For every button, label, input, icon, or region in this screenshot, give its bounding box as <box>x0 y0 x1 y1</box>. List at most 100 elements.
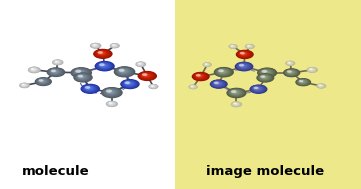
Circle shape <box>122 80 138 88</box>
Circle shape <box>238 64 248 68</box>
Circle shape <box>107 90 114 94</box>
Circle shape <box>221 71 223 72</box>
Circle shape <box>85 86 93 90</box>
Circle shape <box>37 78 48 84</box>
Circle shape <box>236 63 251 70</box>
Circle shape <box>52 59 64 65</box>
Circle shape <box>239 51 249 57</box>
Circle shape <box>136 62 145 66</box>
Circle shape <box>230 90 240 95</box>
Circle shape <box>319 85 323 87</box>
Circle shape <box>110 103 112 104</box>
Circle shape <box>110 43 120 48</box>
Circle shape <box>287 70 295 75</box>
Circle shape <box>149 84 157 88</box>
Circle shape <box>307 67 317 73</box>
Circle shape <box>70 67 92 78</box>
Circle shape <box>308 68 315 71</box>
Circle shape <box>75 70 84 74</box>
Circle shape <box>75 73 90 81</box>
Circle shape <box>94 45 96 46</box>
Circle shape <box>142 73 151 78</box>
Circle shape <box>79 75 84 78</box>
Circle shape <box>235 62 252 71</box>
Circle shape <box>116 67 132 76</box>
Circle shape <box>317 84 325 88</box>
Circle shape <box>210 80 227 88</box>
Circle shape <box>196 74 204 78</box>
Circle shape <box>50 69 60 74</box>
Circle shape <box>206 64 207 65</box>
Circle shape <box>192 72 209 81</box>
Circle shape <box>245 44 255 49</box>
Circle shape <box>205 63 209 65</box>
Circle shape <box>97 62 112 70</box>
Circle shape <box>151 85 153 87</box>
Circle shape <box>74 73 92 82</box>
Circle shape <box>31 68 34 70</box>
Circle shape <box>100 64 107 67</box>
Circle shape <box>204 63 209 66</box>
Circle shape <box>96 62 113 70</box>
Circle shape <box>261 70 271 75</box>
Circle shape <box>205 63 207 65</box>
Circle shape <box>105 89 117 95</box>
Circle shape <box>72 68 90 77</box>
Circle shape <box>198 75 201 77</box>
Bar <box>0 0 175 189</box>
Circle shape <box>247 45 250 46</box>
Circle shape <box>83 85 96 92</box>
Circle shape <box>196 74 203 77</box>
Circle shape <box>194 73 206 79</box>
Circle shape <box>55 61 59 63</box>
Circle shape <box>52 70 57 73</box>
Circle shape <box>214 82 221 85</box>
Circle shape <box>78 75 83 77</box>
Circle shape <box>149 84 158 89</box>
Circle shape <box>144 74 147 76</box>
Circle shape <box>192 72 210 81</box>
Circle shape <box>118 68 129 74</box>
Circle shape <box>138 71 156 81</box>
Circle shape <box>95 61 114 71</box>
Circle shape <box>28 67 40 73</box>
Circle shape <box>118 69 125 72</box>
Circle shape <box>142 73 150 77</box>
Circle shape <box>92 44 96 46</box>
Circle shape <box>106 89 112 93</box>
Circle shape <box>75 70 81 73</box>
Circle shape <box>40 80 44 82</box>
Text: molecule: molecule <box>22 165 90 178</box>
Circle shape <box>38 79 47 84</box>
Circle shape <box>35 77 52 86</box>
Circle shape <box>121 70 125 72</box>
Circle shape <box>300 81 304 83</box>
Circle shape <box>195 73 205 79</box>
Circle shape <box>217 69 229 75</box>
Circle shape <box>236 50 254 59</box>
Circle shape <box>75 73 91 82</box>
Circle shape <box>287 62 293 65</box>
Circle shape <box>318 84 321 86</box>
Circle shape <box>119 69 128 74</box>
Circle shape <box>191 86 193 87</box>
Circle shape <box>254 87 260 90</box>
Circle shape <box>218 69 224 72</box>
Circle shape <box>110 43 119 48</box>
Circle shape <box>188 84 198 89</box>
Circle shape <box>214 82 221 85</box>
Circle shape <box>238 51 250 57</box>
Circle shape <box>229 44 238 49</box>
Circle shape <box>284 69 300 77</box>
Circle shape <box>78 75 85 78</box>
Circle shape <box>91 43 100 48</box>
Circle shape <box>311 69 312 70</box>
Circle shape <box>227 88 245 98</box>
Circle shape <box>108 102 114 105</box>
Circle shape <box>108 102 116 106</box>
Circle shape <box>237 50 252 58</box>
Circle shape <box>231 101 242 107</box>
Circle shape <box>191 86 193 87</box>
Circle shape <box>81 76 82 77</box>
Circle shape <box>245 44 254 49</box>
